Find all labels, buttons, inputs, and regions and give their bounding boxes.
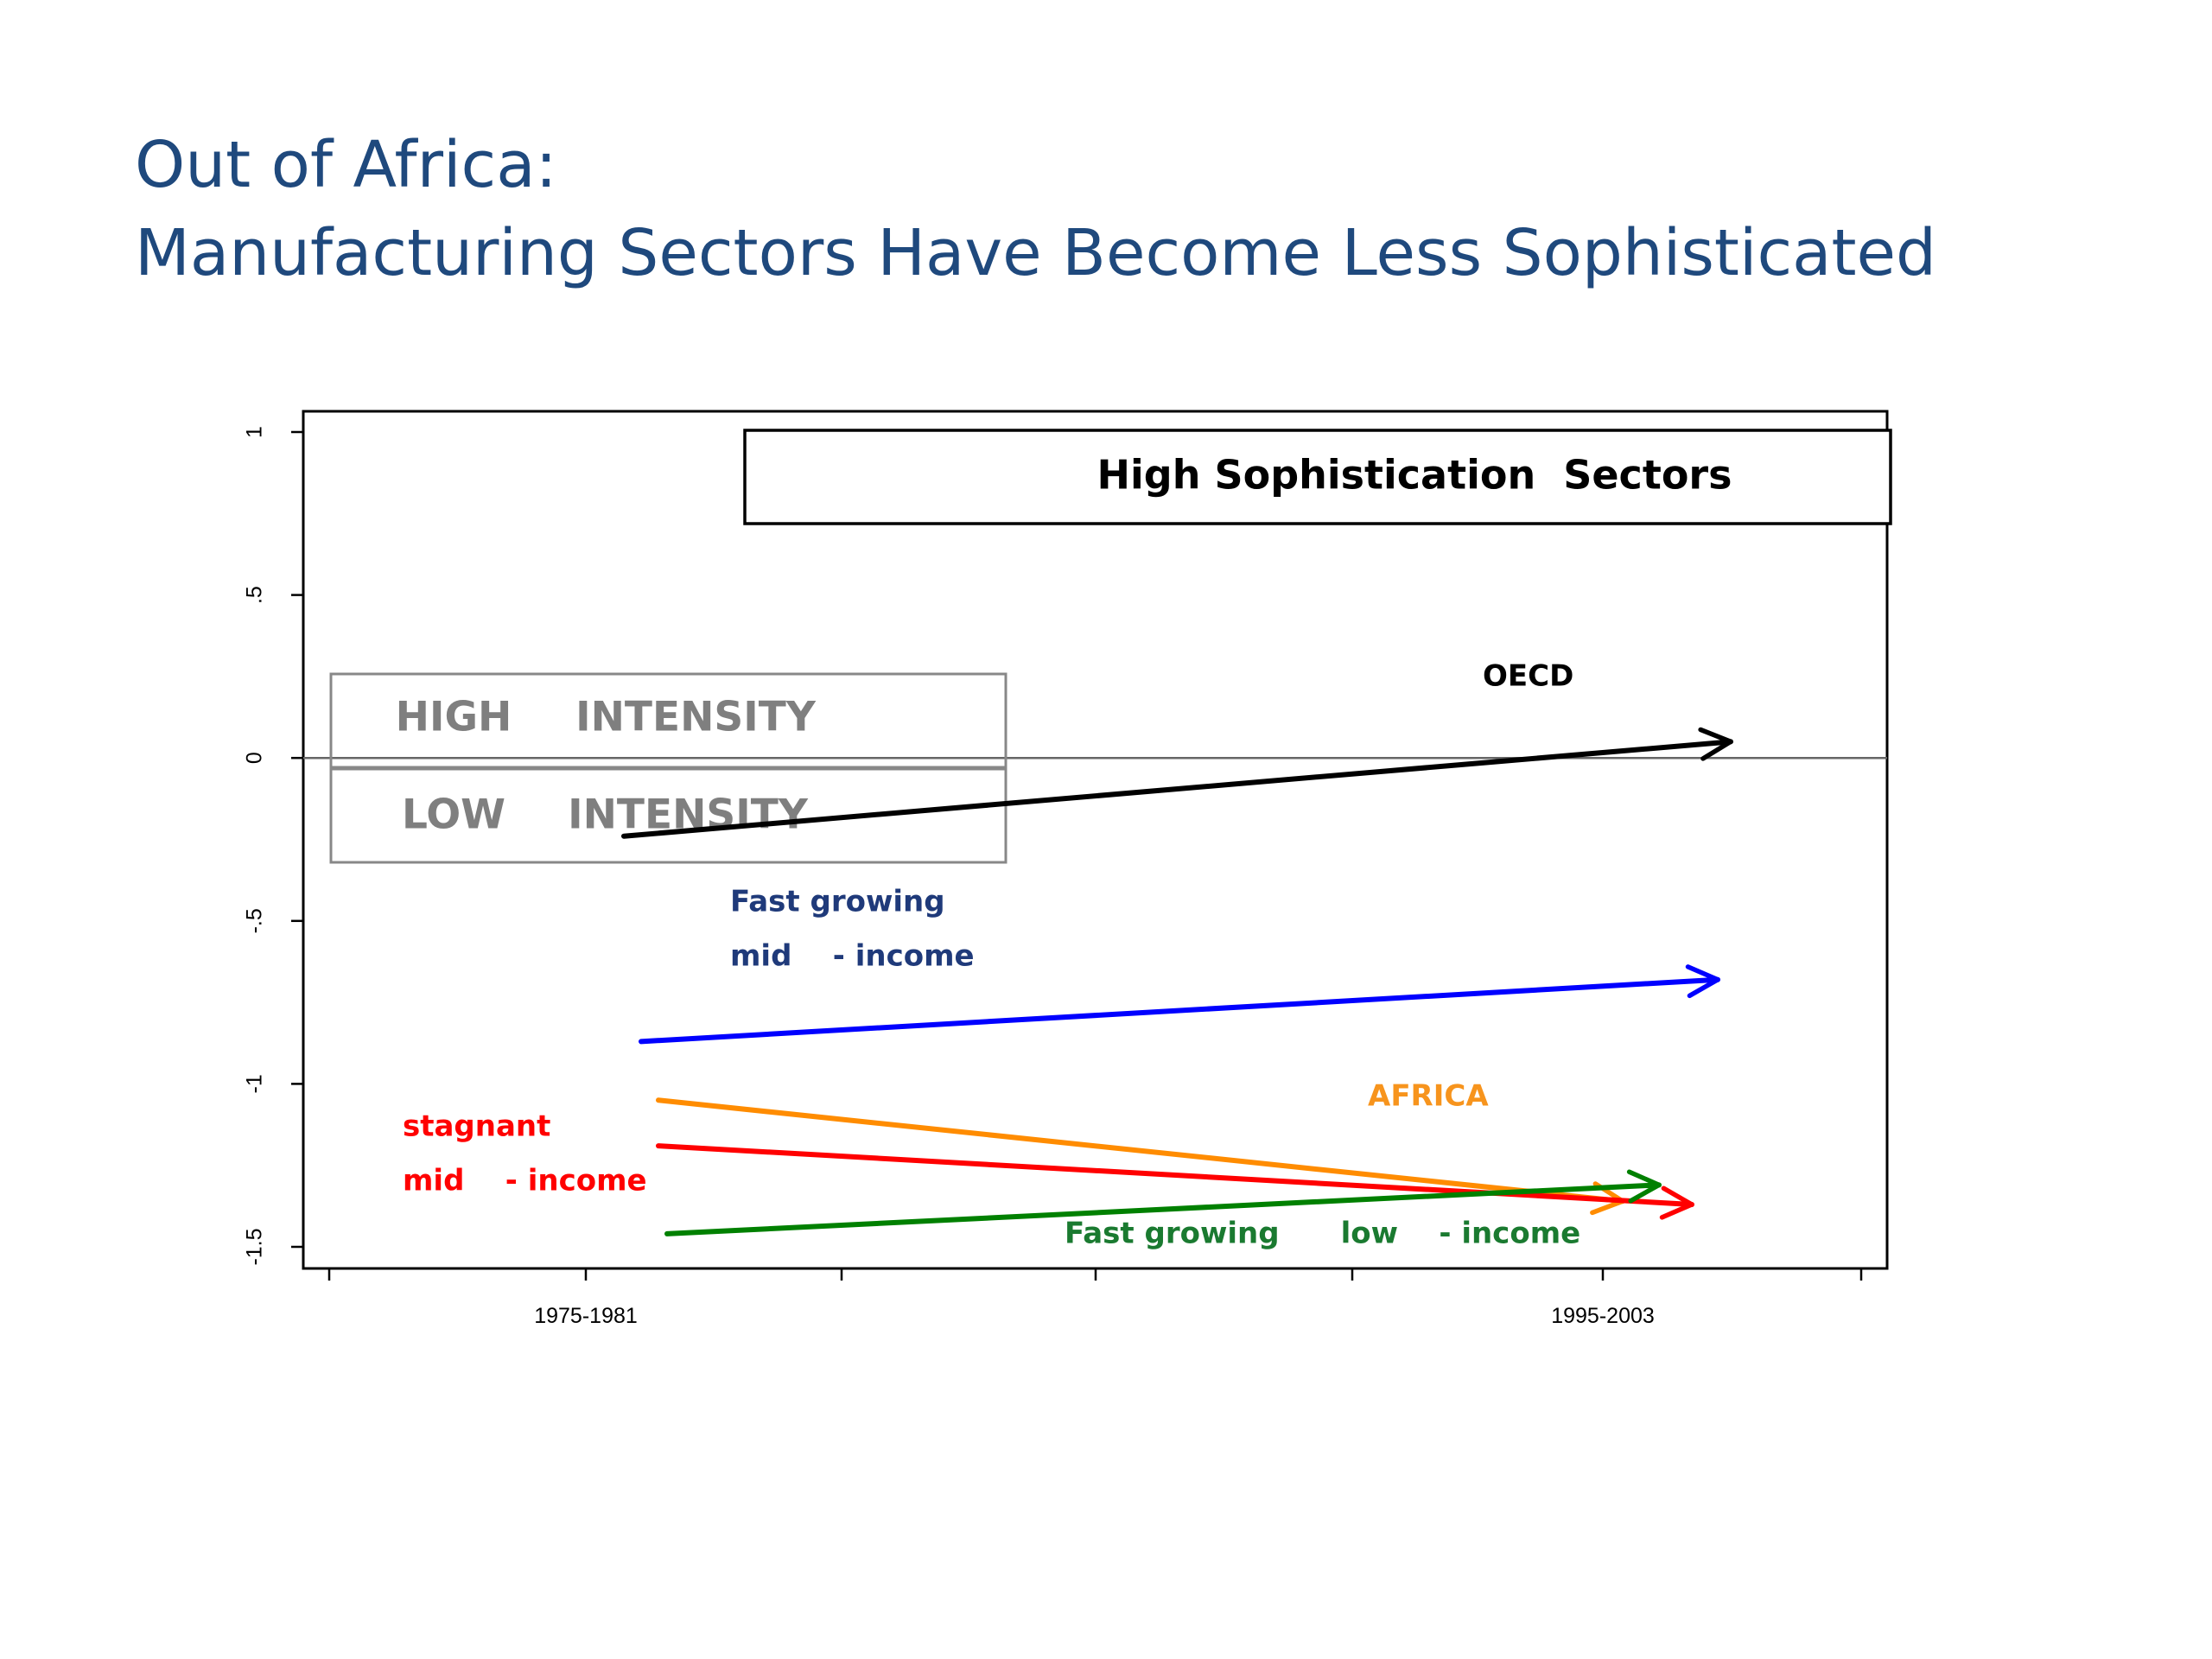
y-tick-label: .5 — [243, 586, 267, 604]
y-tick-label: -1 — [243, 1074, 267, 1093]
series-arrow-stagnant-mid-income — [656, 1143, 1694, 1220]
y-tick-label: 1 — [243, 426, 267, 438]
high-intensity-box — [329, 672, 1007, 771]
series-label-stagnant-mid-income: stagnant — [403, 1109, 550, 1144]
low-intensity-label: LOW — [402, 791, 505, 839]
series-label-fast-growing-mid-income: Fast growing — [730, 885, 945, 919]
series-label-africa: AFRICA — [1368, 1079, 1489, 1114]
series-arrow-africa — [656, 1097, 1625, 1216]
slide-title: Out of Africa: Manufacturing Sectors Hav… — [135, 121, 1936, 297]
low-intensity-box — [329, 766, 1007, 864]
slide-title-line1: Out of Africa: — [135, 128, 557, 202]
series-arrow-oecd — [621, 727, 1733, 839]
high-intensity-label: HIGH — [396, 694, 512, 741]
series-arrow-fast-growing-low-income — [664, 1169, 1662, 1236]
x-tick-label: 1975-1981 — [534, 1304, 638, 1328]
series-label-fast-growing-low-income: Fast growing low - income — [1065, 1217, 1580, 1251]
y-tick-label: -.5 — [243, 908, 267, 933]
slide-title-line2: Manufacturing Sectors Have Become Less S… — [135, 216, 1937, 290]
chart-title-box — [743, 429, 1892, 525]
series-label-oecd: OECD — [1483, 659, 1573, 694]
x-tick-label: 1995-2003 — [1551, 1304, 1655, 1328]
y-tick-label: 0 — [243, 752, 267, 764]
series-label-fast-growing-mid-income: mid - income — [730, 939, 975, 974]
y-tick-label: -1.5 — [243, 1228, 267, 1265]
high-intensity-label: INTENSITY — [575, 694, 817, 741]
series-label-stagnant-mid-income: mid - income — [403, 1164, 647, 1198]
series-arrow-fast-growing-mid-income — [639, 964, 1720, 1045]
chart-title: High Sophistication Sectors — [1097, 452, 1732, 499]
